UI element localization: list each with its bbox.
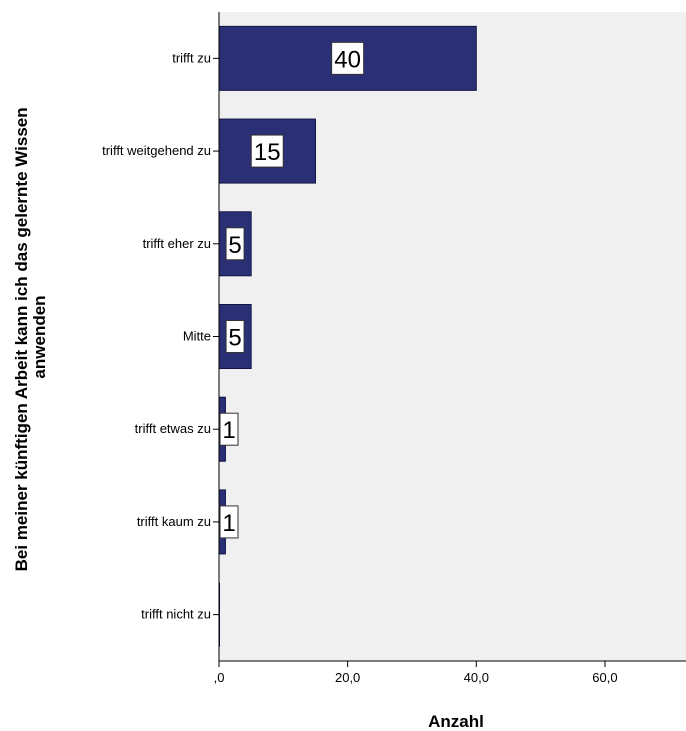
data-label-box bbox=[225, 320, 245, 353]
x-tick-label: 20,0 bbox=[335, 670, 360, 685]
x-tick-label: 40,0 bbox=[464, 670, 489, 685]
data-label: 15 bbox=[254, 139, 281, 166]
data-label: 5 bbox=[228, 325, 241, 352]
x-tick-label: ,0 bbox=[214, 670, 225, 685]
y-axis-title: Bei meiner künftigen Arbeit kann ich das… bbox=[12, 103, 49, 572]
y-tick-label: trifft kaum zu bbox=[137, 514, 211, 529]
x-ticks-group: ,0 20,0 40,0 60,0 bbox=[214, 661, 618, 685]
y-axis-title-line-1: Bei meiner künftigen Arbeit kann ich das… bbox=[12, 107, 31, 571]
y-axis-title-line-2: anwenden bbox=[30, 295, 49, 378]
data-label-box bbox=[219, 505, 239, 539]
data-label: 1 bbox=[222, 417, 235, 444]
y-tick-label: trifft eher zu bbox=[143, 236, 211, 251]
data-label-box bbox=[331, 41, 365, 75]
y-ticks-group: trifft zu trifft weitgehend zu trifft eher… bbox=[102, 50, 219, 622]
x-axis-title: Anzahl bbox=[428, 712, 484, 731]
x-tick-label: 60,0 bbox=[592, 670, 617, 685]
data-label: 5 bbox=[228, 232, 241, 259]
y-tick-label: Mitte bbox=[183, 329, 211, 344]
y-tick-label: trifft etwas zu bbox=[135, 421, 211, 436]
data-label: 1 bbox=[222, 510, 235, 537]
data-label: 40 bbox=[334, 46, 361, 73]
data-label-box bbox=[225, 227, 245, 261]
y-tick-label: trifft weitgehend zu bbox=[102, 143, 211, 158]
plot-area bbox=[219, 12, 686, 661]
data-label-box bbox=[219, 412, 239, 446]
bars-group: 40 15 5 5 1 1 bbox=[218, 25, 477, 647]
data-label-box bbox=[250, 134, 284, 168]
y-tick-label: trifft nicht zu bbox=[141, 607, 211, 622]
y-tick-label: trifft zu bbox=[172, 50, 211, 65]
